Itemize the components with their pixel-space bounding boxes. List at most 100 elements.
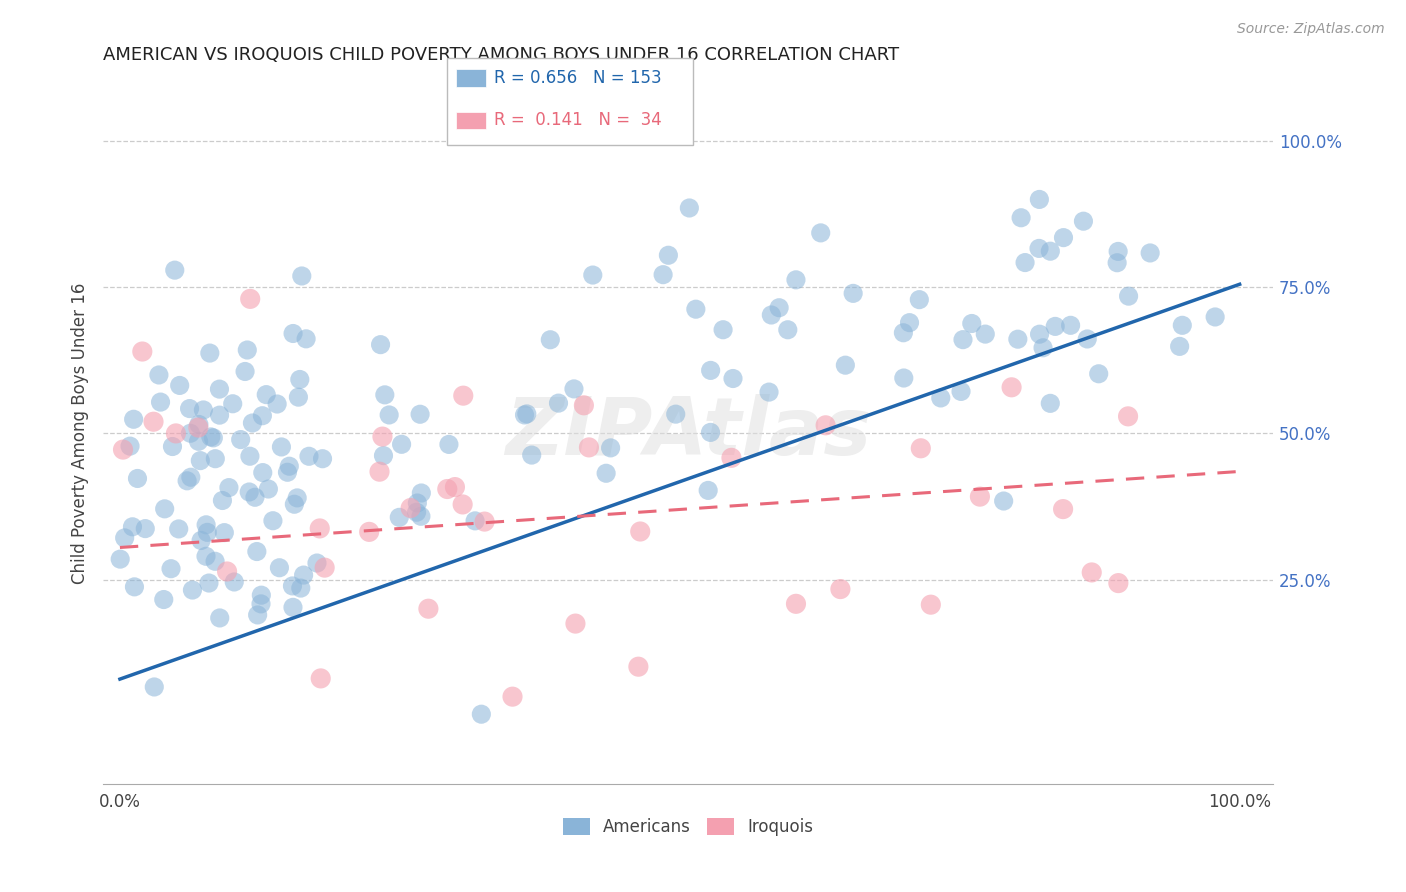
Point: [1028, 327, 1050, 342]
Point: [834, 358, 856, 372]
Point: [652, 268, 675, 282]
Point: [167, 522, 190, 536]
Point: [1045, 319, 1067, 334]
Point: [233, 364, 256, 378]
Point: [208, 611, 231, 625]
Point: [252, 466, 274, 480]
Point: [388, 510, 411, 524]
Text: R = 0.656   N = 153: R = 0.656 N = 153: [494, 69, 661, 87]
Point: [250, 588, 273, 602]
Point: [785, 273, 807, 287]
Point: [893, 326, 915, 340]
Point: [108, 552, 131, 566]
Point: [1087, 367, 1109, 381]
Point: [266, 397, 288, 411]
Point: [1039, 396, 1062, 410]
Point: [281, 326, 304, 341]
Point: [218, 481, 240, 495]
Point: [391, 437, 413, 451]
Point: [131, 344, 153, 359]
Point: [595, 467, 617, 481]
Point: [202, 431, 225, 445]
Point: [127, 471, 149, 485]
Point: [163, 263, 186, 277]
Point: [578, 441, 600, 455]
Point: [200, 430, 222, 444]
Point: [1107, 256, 1129, 270]
Point: [124, 580, 146, 594]
Point: [1139, 246, 1161, 260]
Point: [208, 408, 231, 422]
Point: [298, 450, 321, 464]
Point: [582, 268, 605, 282]
Point: [374, 388, 396, 402]
Point: [314, 560, 336, 574]
Point: [1010, 211, 1032, 225]
Point: [242, 416, 264, 430]
Point: [308, 521, 330, 535]
Point: [198, 346, 221, 360]
Point: [179, 426, 201, 441]
Point: [969, 490, 991, 504]
Text: Source: ZipAtlas.com: Source: ZipAtlas.com: [1237, 22, 1385, 37]
Point: [547, 396, 569, 410]
Point: [188, 453, 211, 467]
Text: AMERICAN VS IROQUOIS CHILD POVERTY AMONG BOYS UNDER 16 CORRELATION CHART: AMERICAN VS IROQUOIS CHILD POVERTY AMONG…: [103, 46, 900, 64]
Point: [239, 292, 262, 306]
Point: [470, 707, 492, 722]
Point: [1168, 339, 1191, 353]
Point: [627, 659, 650, 673]
Point: [451, 498, 474, 512]
Legend: Americans, Iroquois: Americans, Iroquois: [557, 811, 820, 843]
Point: [1171, 318, 1194, 333]
Point: [929, 391, 952, 405]
Y-axis label: Child Poverty Among Boys Under 16: Child Poverty Among Boys Under 16: [72, 283, 89, 584]
Point: [287, 390, 309, 404]
Point: [250, 597, 273, 611]
Point: [148, 368, 170, 382]
Point: [153, 501, 176, 516]
Point: [290, 581, 312, 595]
Point: [1000, 380, 1022, 394]
Point: [1028, 193, 1050, 207]
Point: [785, 597, 807, 611]
Point: [399, 501, 422, 516]
Point: [1052, 230, 1074, 244]
Point: [678, 201, 700, 215]
Point: [195, 517, 218, 532]
Point: [1107, 576, 1129, 591]
Point: [562, 382, 585, 396]
Point: [292, 568, 315, 582]
Point: [359, 524, 381, 539]
Point: [993, 494, 1015, 508]
Point: [502, 690, 524, 704]
Point: [436, 482, 458, 496]
Point: [169, 378, 191, 392]
Point: [516, 407, 538, 421]
Point: [187, 434, 209, 449]
Point: [217, 565, 239, 579]
Point: [257, 482, 280, 496]
Point: [1076, 332, 1098, 346]
Point: [758, 385, 780, 400]
Point: [599, 441, 621, 455]
Point: [628, 524, 651, 539]
Point: [1059, 318, 1081, 333]
Point: [1052, 502, 1074, 516]
Point: [181, 582, 204, 597]
Point: [288, 372, 311, 386]
Point: [162, 440, 184, 454]
Point: [311, 451, 333, 466]
Point: [291, 268, 314, 283]
Point: [187, 417, 209, 432]
Point: [236, 343, 259, 357]
Point: [142, 415, 165, 429]
Point: [254, 387, 277, 401]
Point: [711, 323, 734, 337]
Point: [246, 544, 269, 558]
Point: [474, 515, 496, 529]
Point: [1028, 241, 1050, 255]
Point: [952, 333, 974, 347]
Point: [960, 317, 983, 331]
Point: [665, 407, 688, 421]
